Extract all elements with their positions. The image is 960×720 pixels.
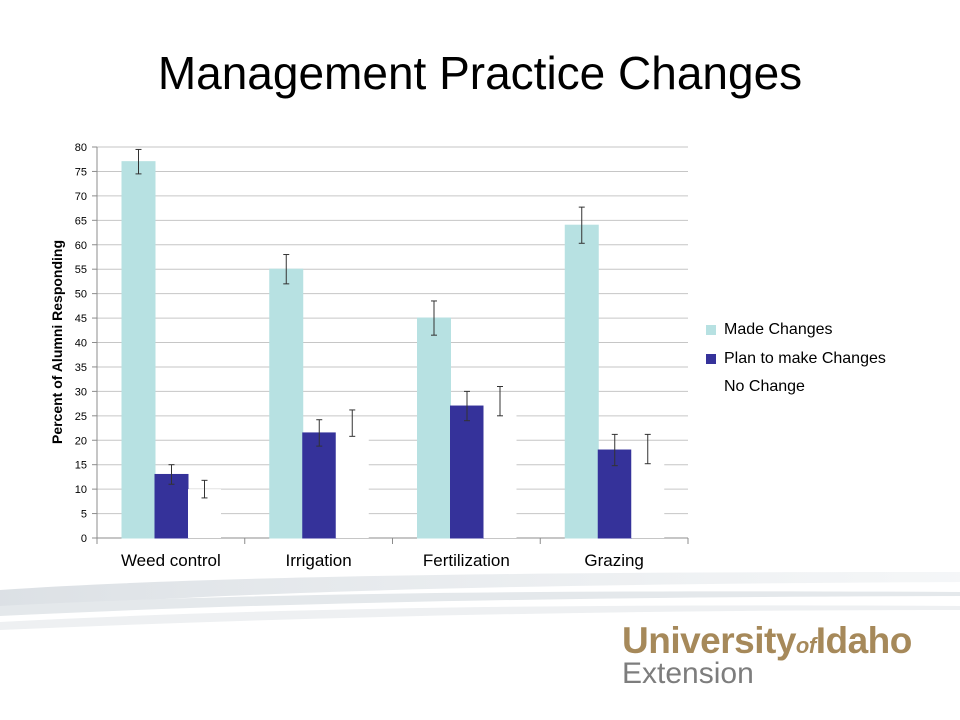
y-axis-label: Percent of Alumni Responding xyxy=(49,240,65,444)
bar-no-change xyxy=(483,401,517,538)
y-tick-label: 30 xyxy=(75,386,87,398)
bar-plan-to-make-changes xyxy=(450,405,484,539)
slide-title: Management Practice Changes xyxy=(157,47,803,99)
legend-swatch-made-changes xyxy=(706,325,716,336)
y-tick-label: 55 xyxy=(75,264,87,276)
logo-line1: UniversityofIdaho xyxy=(622,622,912,659)
y-tick-label: 80 xyxy=(75,142,87,154)
y-tick-label: 40 xyxy=(75,338,87,350)
logo-university: University xyxy=(622,620,796,661)
y-tick-label: 65 xyxy=(75,215,87,227)
bar-no-change xyxy=(335,423,369,538)
bar-plan-to-make-changes xyxy=(302,432,337,539)
bar-made-changes xyxy=(269,268,304,539)
legend-item-plan-to-make-changes: Plan to make Changes xyxy=(706,345,886,374)
y-tick-label: 75 xyxy=(75,166,87,178)
y-tick-label: 25 xyxy=(75,411,87,423)
bar-plan-to-make-changes xyxy=(154,473,189,539)
bar-made-changes xyxy=(121,161,156,539)
legend-swatch-no-change xyxy=(706,382,716,393)
y-tick-label: 20 xyxy=(75,435,87,447)
legend-label-made-changes: Made Changes xyxy=(724,321,833,339)
legend-item-no-change: No Change xyxy=(706,373,886,402)
y-tick-label: 50 xyxy=(75,289,87,301)
y-tick-label: 15 xyxy=(75,460,87,472)
legend-label-plan-to-make-changes: Plan to make Changes xyxy=(724,349,886,367)
legend-swatch-plan-to-make-changes xyxy=(706,353,716,364)
y-tick-label: 5 xyxy=(81,509,87,521)
y-tick-label: 45 xyxy=(75,313,87,325)
legend-item-made-changes: Made Changes xyxy=(706,316,886,345)
x-tick-label: Fertilization xyxy=(423,551,510,570)
legend: Made Changes Plan to make Changes No Cha… xyxy=(706,316,886,402)
y-tick-label: 10 xyxy=(75,484,87,496)
logo-extension: Extension xyxy=(622,657,754,690)
bar-made-changes xyxy=(564,224,599,539)
y-tick-label: 35 xyxy=(75,362,87,374)
legend-label-no-change: No Change xyxy=(724,378,805,396)
logo-of: of xyxy=(795,633,816,658)
x-tick-label: Irrigation xyxy=(286,551,352,570)
x-tick-label: Grazing xyxy=(584,551,644,570)
y-tick-label: 70 xyxy=(75,191,87,203)
y-tick-label: 60 xyxy=(75,240,87,252)
decorative-swoosh xyxy=(0,572,960,630)
x-tick-label: Weed control xyxy=(121,551,221,570)
plot-area: 0 5 10 15 20 25 30 35 40 45 50 55 60 65 70 75 80 Weed con… xyxy=(75,142,689,570)
university-logo: UniversityofIdaho Extension xyxy=(622,622,912,689)
logo-idaho: Idaho xyxy=(815,620,913,661)
y-tick-label: 0 xyxy=(81,533,87,545)
bar-made-changes xyxy=(417,317,451,539)
